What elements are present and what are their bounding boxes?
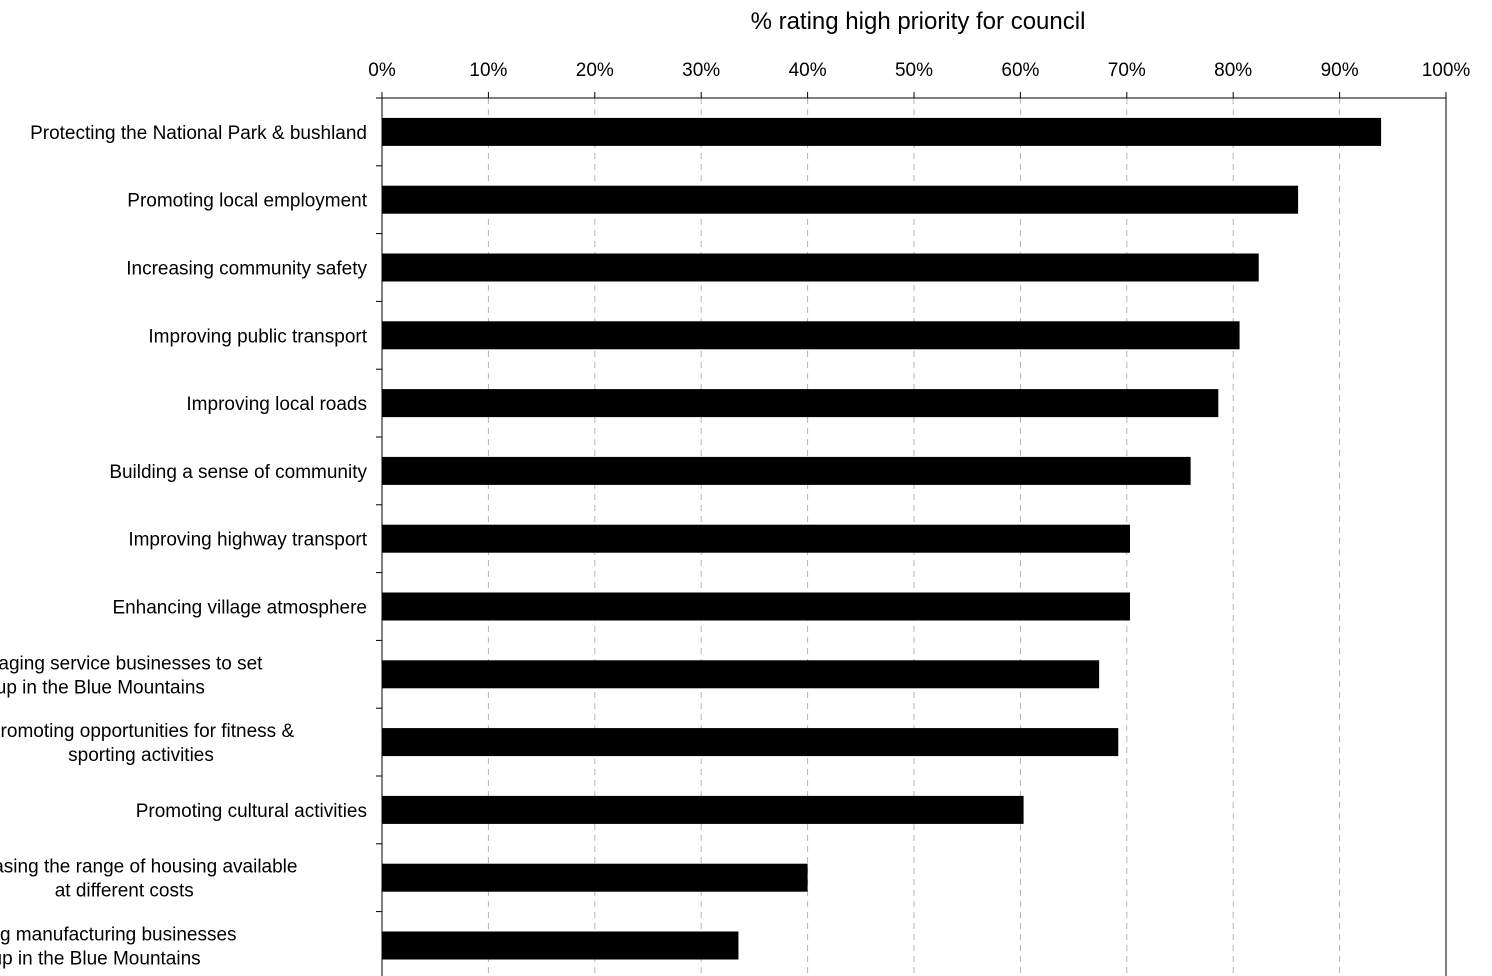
- category-label: Building a sense of community: [109, 462, 367, 483]
- category-label: Protecting the National Park & bushland: [30, 123, 367, 144]
- x-tick-label: 40%: [789, 60, 827, 81]
- x-tick-label: 0%: [368, 60, 396, 81]
- category-label: Promoting cultural activities: [136, 801, 367, 822]
- category-label: Improving public transport: [148, 326, 367, 347]
- category-label: Increasing the range of housing availabl…: [0, 857, 297, 902]
- category-label: Encouraging service businesses to setup …: [0, 653, 263, 698]
- bar: [382, 253, 1259, 282]
- bar: [382, 931, 739, 960]
- bar: [382, 660, 1100, 689]
- bar: [382, 524, 1130, 553]
- category-label: Increasing community safety: [126, 259, 367, 280]
- bar: [382, 795, 1024, 824]
- bar: [382, 117, 1382, 146]
- x-tick-label: 60%: [1001, 60, 1039, 81]
- bar: [382, 728, 1119, 757]
- bar: [382, 592, 1130, 621]
- x-tick-label: 30%: [682, 60, 720, 81]
- bar: [382, 456, 1191, 485]
- x-tick-label: 90%: [1321, 60, 1359, 81]
- grid-lines: [487, 98, 1341, 976]
- tick-labels: 0% 10% 20% 30% 40% 50% 60% 70% 80% 90% 100%: [368, 60, 1470, 81]
- bar: [382, 863, 808, 892]
- category-label: Enhancing village atmosphere: [112, 598, 367, 619]
- chart-title: % rating high priority for council: [751, 8, 1086, 35]
- axes: [376, 92, 1447, 976]
- x-tick-label: 80%: [1214, 60, 1252, 81]
- x-tick-label: 10%: [469, 60, 507, 81]
- bar: [382, 321, 1240, 350]
- category-label: Promoting opportunities for fitness & spo…: [0, 721, 294, 766]
- x-tick-label: 70%: [1108, 60, 1146, 81]
- category-label: Promoting local employment: [127, 191, 367, 212]
- x-tick-label: 50%: [895, 60, 933, 81]
- bars: [382, 117, 1382, 960]
- category-label: Improving highway transport: [128, 530, 367, 551]
- bar: [382, 389, 1219, 418]
- bar: [382, 185, 1299, 214]
- category-labels: Protecting the National Park & bushland P…: [0, 123, 368, 970]
- category-label: Improving local roads: [186, 394, 367, 415]
- x-tick-label: 20%: [576, 60, 614, 81]
- x-tick-label: 100%: [1422, 60, 1471, 81]
